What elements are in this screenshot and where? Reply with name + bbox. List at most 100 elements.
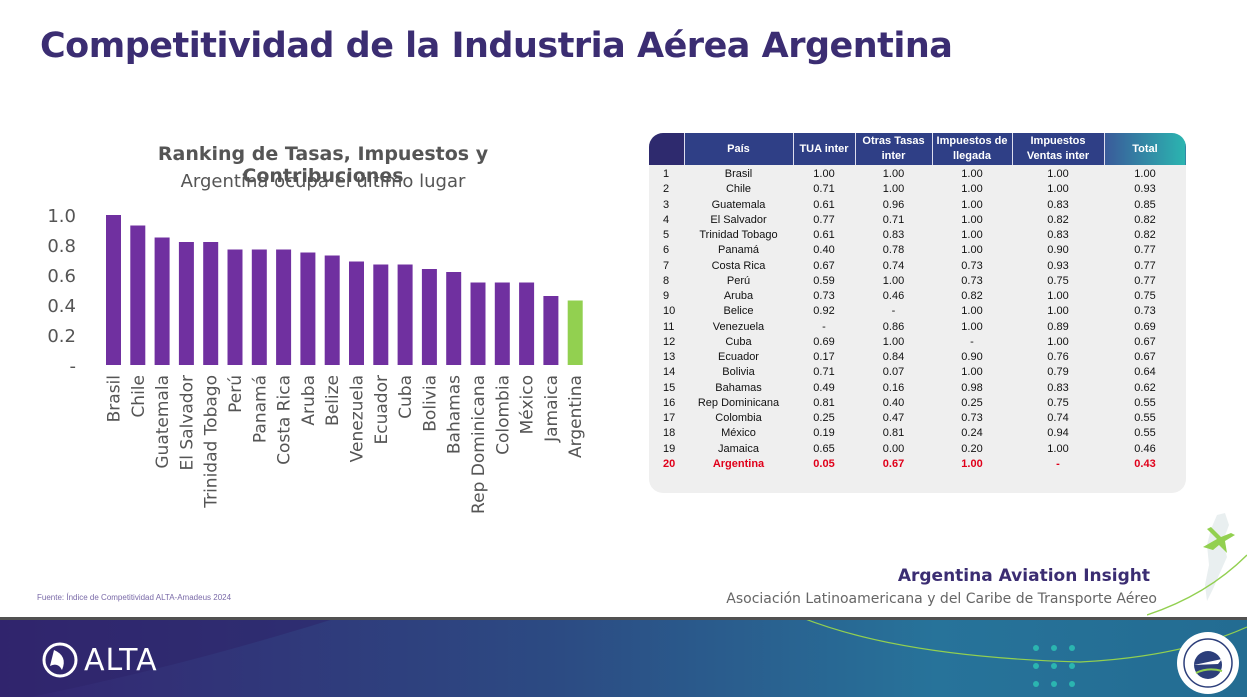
table-cell: 1.00 (961, 168, 983, 180)
table-cell: 1.00 (1047, 335, 1069, 348)
page-title: Competitividad de la Industria Aérea Arg… (40, 26, 953, 66)
table-header-cell: Impuestos de llegada (932, 133, 1013, 165)
table-row: 5 Trinidad Tobago 0.61 0.83 1.00 0.83 0.82 (649, 228, 1186, 243)
bar (567, 300, 583, 365)
table-row: 17 Colombia 0.25 0.47 0.73 0.74 0.55 (649, 411, 1186, 426)
table-body: 1 Brasil 1.00 1.00 1.00 1.00 1.00 2 Chile 0.71 1.0… (649, 165, 1186, 472)
table-cell: 0.86 (882, 320, 905, 333)
table-cell: - (970, 335, 974, 348)
table-cell: 0.25 (961, 396, 983, 409)
x-tick-label: Brasil (105, 375, 125, 422)
x-tick-label: Bolivia (420, 375, 440, 432)
table-header-cell (649, 133, 685, 165)
table-cell: 0.83 (1047, 229, 1069, 241)
bar (470, 282, 486, 365)
y-tick-label: 0.6 (47, 266, 76, 287)
table-cell: 19 (663, 442, 676, 455)
table-cell: 5 (663, 229, 670, 241)
table-cell: 0.73 (813, 290, 835, 302)
bar (373, 264, 389, 365)
x-tick-label: México (518, 375, 538, 434)
table-cell: 16 (663, 396, 676, 409)
table-row: 15 Bahamas 0.49 0.16 0.98 0.83 0.62 (649, 381, 1186, 396)
table-cell: 0.61 (813, 198, 835, 211)
table-row: 9 Aruba 0.73 0.46 0.82 1.00 0.75 (649, 289, 1186, 304)
table-cell: 0.69 (813, 335, 835, 348)
chart-title: Ranking de Tasas, Impuestos y Contribuci… (157, 143, 489, 187)
table-cell: 0.69 (1134, 320, 1156, 333)
bar (324, 255, 340, 365)
table-cell: Chile (725, 183, 752, 196)
table-cell: 2 (663, 183, 670, 196)
table-header-cell: País (684, 133, 794, 165)
table-cell: 0.71 (882, 213, 905, 226)
table-cell: Cuba (725, 335, 752, 348)
bar (519, 282, 535, 365)
table-cell: Brasil (724, 168, 753, 180)
table-cell: 0.90 (1047, 244, 1069, 257)
table-cell: 0.24 (961, 427, 983, 440)
table-cell: - (891, 305, 896, 318)
table-cell: Costa Rica (711, 259, 766, 272)
table-cell: - (1056, 457, 1060, 470)
table-cell: Guatemala (711, 198, 766, 211)
bar (130, 225, 146, 365)
table-cell: 1.00 (1047, 290, 1069, 302)
table-cell: 7 (663, 259, 670, 272)
alta-logo-text: ALTA (84, 642, 158, 678)
table-row: 20 Argentina 0.05 0.67 1.00 - 0.43 (649, 457, 1186, 472)
table-cell: Panamá (718, 244, 759, 257)
juntos-badge (1177, 632, 1239, 694)
table-cell: 18 (663, 427, 676, 440)
table-cell: México (721, 427, 756, 440)
table-cell: 0.75 (1134, 290, 1156, 302)
table-cell: 0.98 (961, 381, 983, 394)
table-cell: 1.00 (1047, 183, 1069, 196)
table-cell: 0.40 (813, 244, 835, 257)
x-tick-label: Ecuador (372, 375, 392, 444)
table-row: 6 Panamá 0.40 0.78 1.00 0.90 0.77 (649, 243, 1186, 258)
bar (178, 242, 194, 365)
table-header-cell: Impuestos Ventas inter (1012, 133, 1105, 165)
table-cell: 1 (663, 168, 670, 180)
footer-divider (0, 617, 1247, 620)
x-tick-label: Colombia (493, 375, 513, 455)
bar (227, 249, 243, 365)
table-cell: 0.55 (1134, 427, 1156, 440)
table-row: 18 México 0.19 0.81 0.24 0.94 0.55 (649, 426, 1186, 441)
bar (251, 249, 267, 365)
table-cell: 0.83 (882, 229, 905, 241)
table-cell: 0.96 (882, 198, 905, 211)
x-tick-label: Argentina (566, 375, 586, 458)
table-cell: 4 (663, 213, 670, 226)
bar (421, 269, 437, 365)
table-cell: 13 (663, 351, 676, 363)
table-cell: 0.82 (1134, 213, 1156, 226)
table-cell: 0.81 (813, 396, 835, 409)
y-tick-label: 1.0 (47, 206, 76, 227)
table-cell: 0.74 (1047, 412, 1069, 424)
table-cell: 0.73 (961, 274, 983, 287)
table-header-cell: TUA inter (793, 133, 856, 165)
table-cell: 0.55 (1134, 396, 1156, 409)
x-tick-label: Aruba (299, 375, 319, 426)
table-cell: 1.00 (961, 366, 983, 379)
table-cell: 1.00 (882, 274, 905, 287)
table-cell: 0.67 (1134, 335, 1156, 348)
table-row: 3 Guatemala 0.61 0.96 1.00 0.83 0.85 (649, 198, 1186, 213)
table-cell: Bolivia (722, 366, 755, 379)
table-cell: 0.05 (813, 457, 835, 470)
table-cell: 1.00 (961, 305, 983, 318)
ranking-table: País TUA inter Otras Tasas inter Impuestos … (649, 133, 1186, 472)
table-cell: 10 (663, 305, 676, 318)
table-row: 13 Ecuador 0.17 0.84 0.90 0.76 0.67 (649, 350, 1186, 365)
table-cell: Bahamas (715, 381, 762, 394)
table-row: 11 Venezuela - 0.86 1.00 0.89 0.69 (649, 320, 1186, 335)
table-cell: Trinidad Tobago (699, 229, 778, 241)
table-cell: 0.67 (813, 259, 835, 272)
table-cell: 15 (663, 381, 676, 394)
table-cell: 1.00 (1047, 442, 1069, 455)
table-cell: 0.64 (1134, 366, 1156, 379)
table-cell: 1.00 (961, 457, 983, 470)
table-row: 10 Belice 0.92 - 1.00 1.00 0.73 (649, 304, 1186, 319)
